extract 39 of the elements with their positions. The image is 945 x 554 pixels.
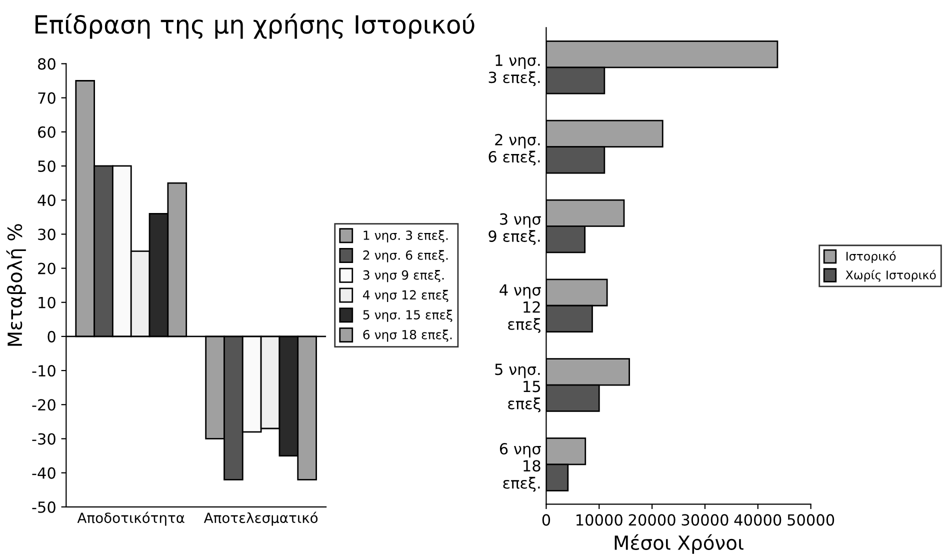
y-tick-label: 80 <box>38 58 56 70</box>
y-tick-label: 60 <box>38 126 56 138</box>
y-tick-label: 5 νησ. 15 επεξ <box>495 364 540 412</box>
y-tick-label: -40 <box>32 467 56 479</box>
legend-label: 6 νησ 18 επεξ. <box>363 330 452 342</box>
y-tick-label: 3 νησ 9 επεξ. <box>488 213 541 245</box>
y-tick-label: 30 <box>38 228 56 240</box>
y-tick-label: 0 <box>48 330 56 342</box>
y-tick-label: 2 νησ. 6 επεξ. <box>488 134 540 166</box>
y-tick-label: 70 <box>38 92 56 104</box>
x-tick-label: 50000 <box>788 514 834 526</box>
y-tick-label: -10 <box>32 365 56 377</box>
x-tick-label: 30000 <box>682 514 728 526</box>
y-tick-label: 6 νησ 18 επεξ. <box>500 442 541 492</box>
x-tick-label: 20000 <box>628 514 676 526</box>
y-tick-label: 10 <box>38 296 56 308</box>
x-axis-title: Μέσοι Χρόνοι <box>614 534 744 554</box>
legend-label: 1 νησ. 3 επεξ. <box>364 230 448 242</box>
y-tick-label: 20 <box>38 262 56 274</box>
legend-label: Ιστορικό <box>846 251 896 263</box>
x-tick-label: 10000 <box>576 514 622 526</box>
x-tick-label: 0 <box>542 514 550 526</box>
y-tick-label: -20 <box>32 399 56 411</box>
y-tick-label: 40 <box>38 194 56 206</box>
legend-label: 2 νησ. 6 επεξ. <box>363 250 448 262</box>
x-tick-label: Αποδοτικότητα <box>77 512 184 526</box>
x-tick-label: Αποτελεσματικό <box>204 512 318 526</box>
chart-title: Επίδραση της μη χρήσης Ιστορικού <box>36 14 474 39</box>
legend-label: Χωρίς Ιστορικό <box>846 270 936 282</box>
legend-label: 4 νησ 12 επεξ <box>362 290 448 302</box>
legend-label: 3 νησ 9 επεξ. <box>363 270 444 282</box>
y-axis-title: Μεταβολή % <box>6 224 26 346</box>
legend-label: 5 νησ. 15 επεξ <box>363 310 452 322</box>
y-tick-label: 50 <box>38 160 56 172</box>
y-tick-label: -50 <box>32 501 56 513</box>
y-tick-label: 1 νησ. 3 επεξ. <box>488 54 540 86</box>
y-tick-label: 4 νησ 12 επεξ <box>500 284 541 333</box>
x-tick-label: 40000 <box>734 514 782 526</box>
y-tick-label: -30 <box>32 433 56 445</box>
